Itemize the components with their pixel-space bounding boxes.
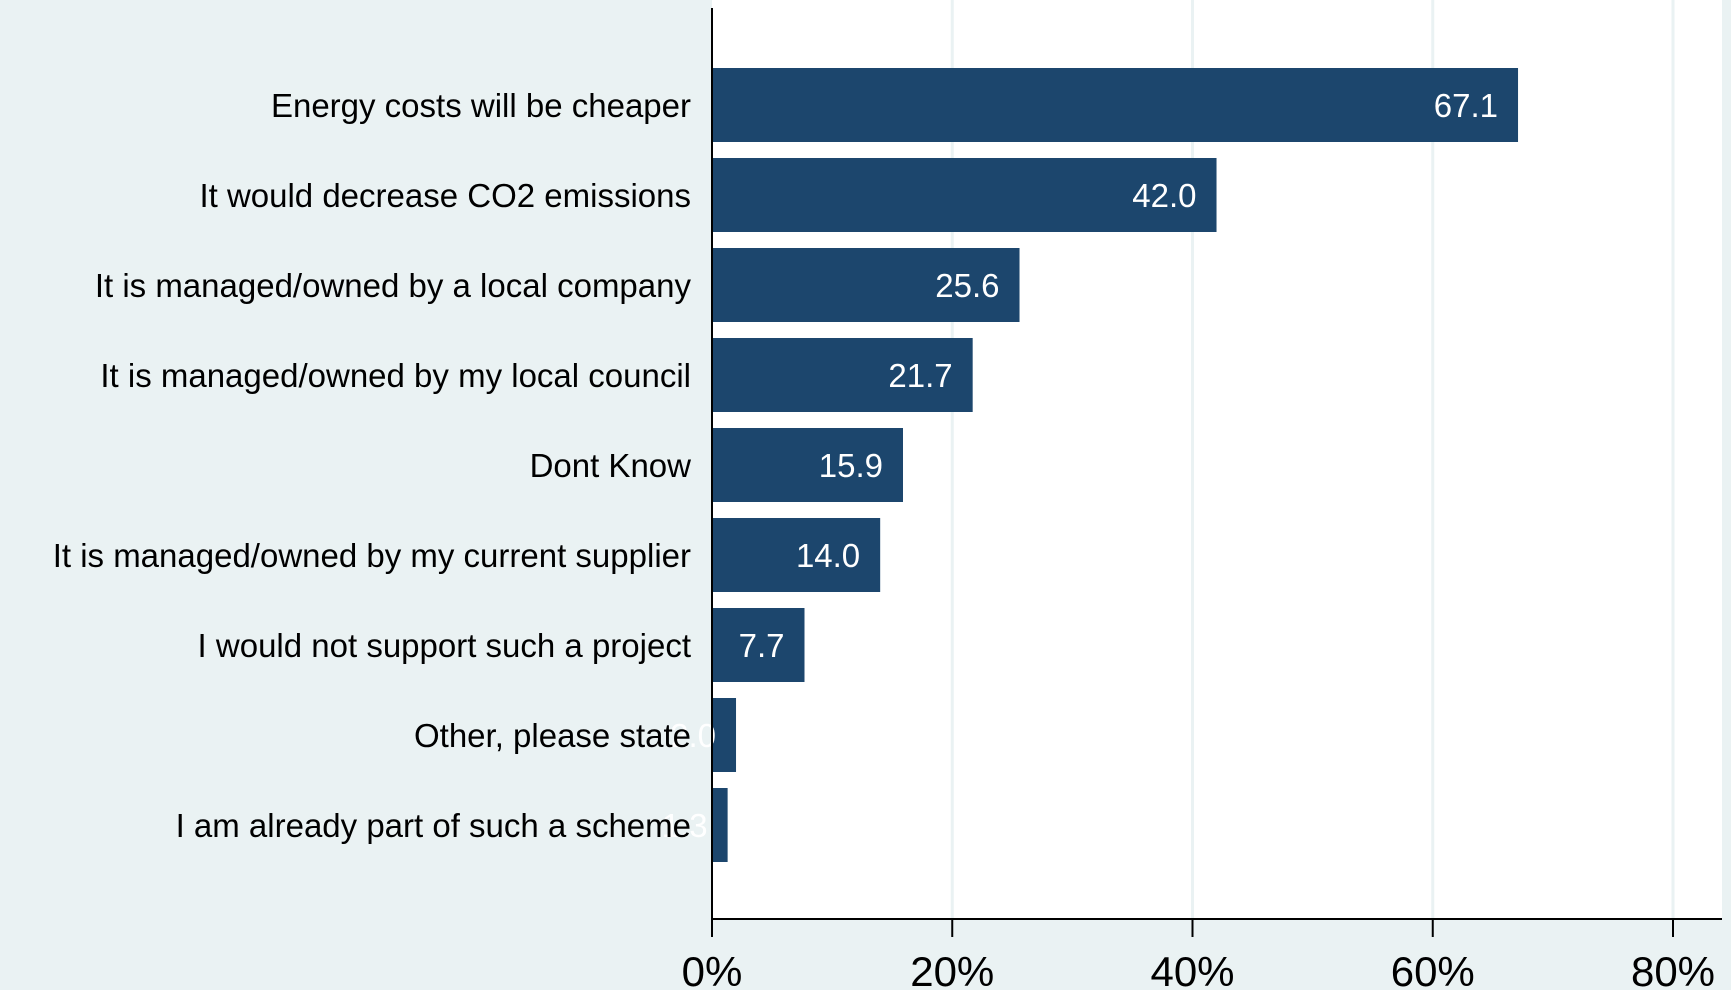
bar[interactable] — [712, 788, 728, 862]
bar-value-label: 67.1 — [1434, 87, 1498, 124]
category-label: Energy costs will be cheaper — [271, 87, 691, 124]
category-label: It would decrease CO2 emissions — [199, 177, 691, 214]
bar-value-label: 1.3 — [662, 807, 708, 844]
bar-value-label: 14.0 — [796, 537, 860, 574]
bar-value-label: 2.0 — [670, 717, 716, 754]
bar[interactable] — [712, 158, 1217, 232]
bar-value-label: 7.7 — [739, 627, 785, 664]
x-tick-label: 60% — [1391, 948, 1475, 990]
category-label: I am already part of such a scheme — [176, 807, 691, 844]
bar[interactable] — [712, 608, 805, 682]
bar-value-label: 15.9 — [819, 447, 883, 484]
bar-value-label: 21.7 — [888, 357, 952, 394]
category-label: It is managed/owned by my current suppli… — [53, 537, 691, 574]
bar[interactable] — [712, 248, 1020, 322]
category-label: It is managed/owned by my local council — [100, 357, 691, 394]
category-label: I would not support such a project — [198, 627, 691, 664]
x-tick-label: 80% — [1631, 948, 1715, 990]
category-label: It is managed/owned by a local company — [95, 267, 692, 304]
bar[interactable] — [712, 698, 737, 772]
x-tick-label: 40% — [1150, 948, 1234, 990]
category-label: Other, please state — [414, 717, 691, 754]
bar[interactable] — [712, 428, 903, 502]
bar-value-label: 42.0 — [1132, 177, 1196, 214]
bar-value-label: 25.6 — [935, 267, 999, 304]
bar[interactable] — [712, 68, 1519, 142]
x-tick-label: 0% — [682, 948, 743, 990]
x-tick-label: 20% — [910, 948, 994, 990]
bar[interactable] — [712, 518, 881, 592]
category-label: Dont Know — [530, 447, 692, 484]
bar[interactable] — [712, 338, 973, 412]
